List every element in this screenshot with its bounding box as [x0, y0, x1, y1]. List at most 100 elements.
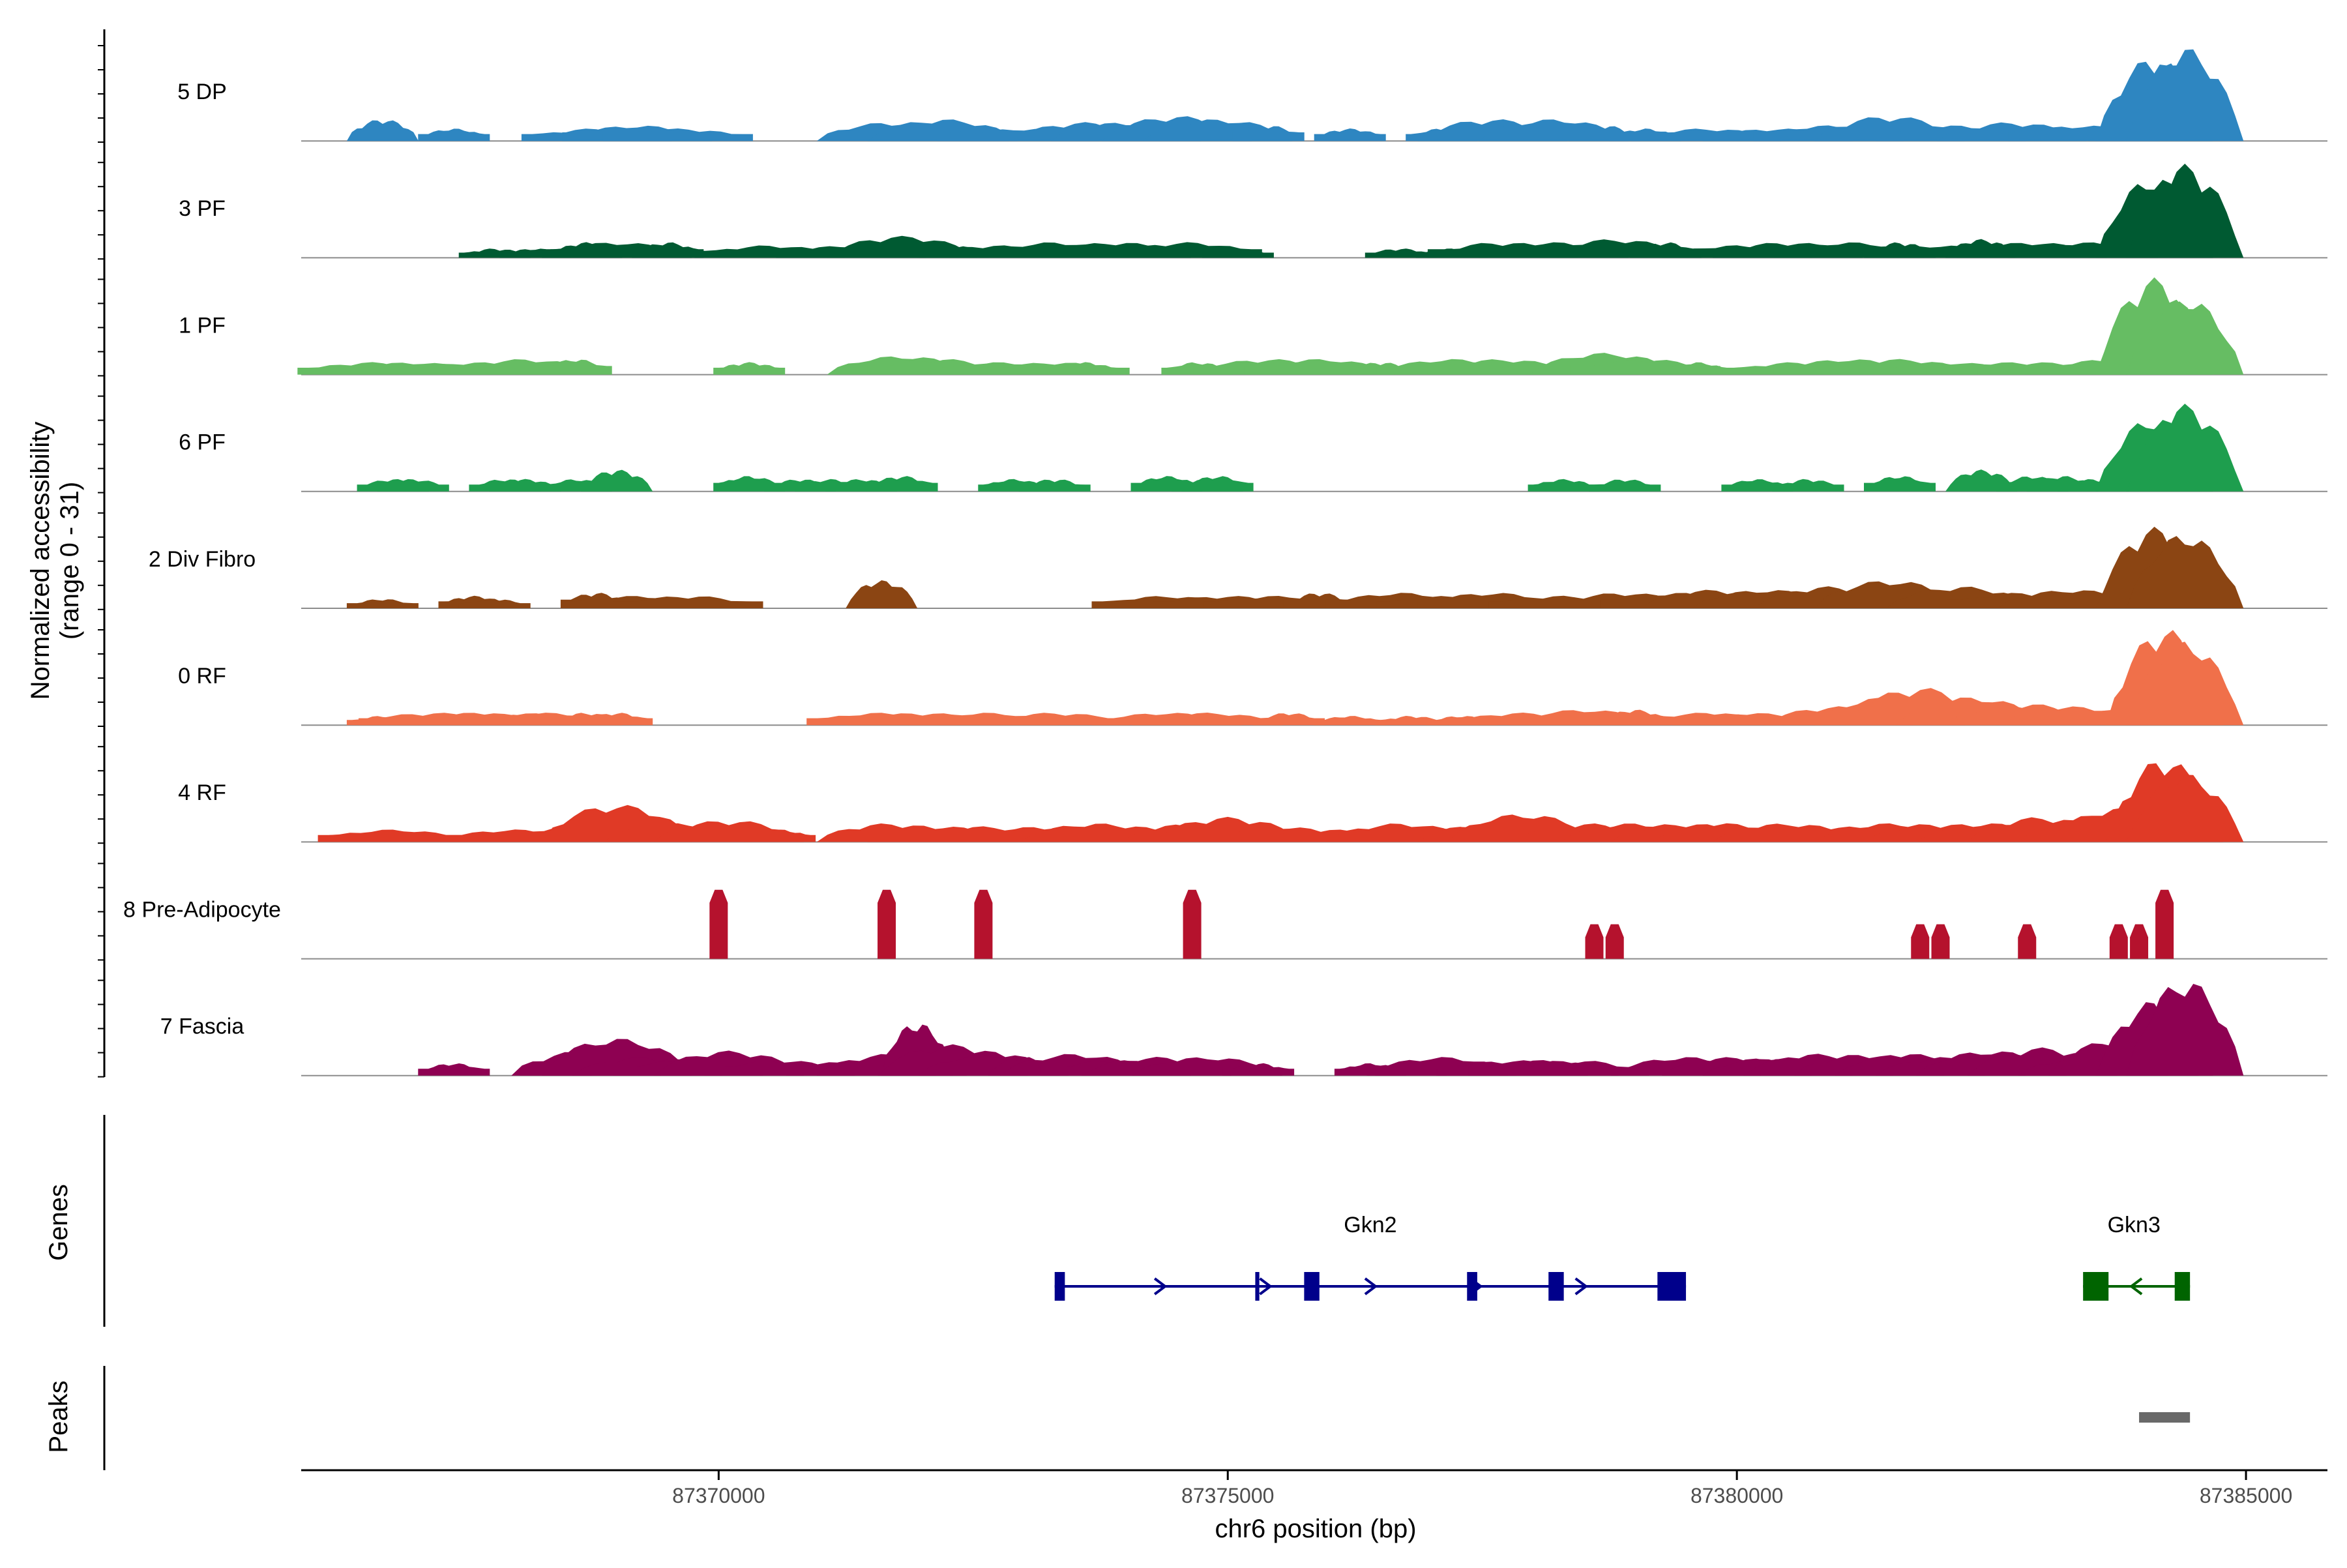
coverage-peak [346, 120, 419, 141]
y-axis-title-line1: Normalized accessibility [26, 422, 55, 700]
coverage-peak [2155, 889, 2174, 959]
track-label: 3 PF [179, 196, 226, 221]
strand-arrow [1574, 1277, 1589, 1295]
coverage-peak [1864, 476, 1936, 492]
coverage-peak [1660, 362, 1732, 375]
strand-arrow [1259, 1277, 1273, 1295]
coverage-peak [346, 599, 419, 608]
peak-track [103, 1366, 2191, 1470]
track-2-div-fibro: 2 Div Fibro [149, 526, 2327, 609]
coverage-peak [540, 359, 612, 375]
gene-exon [2174, 1272, 2191, 1301]
track-0-rf: 0 RF [178, 630, 2327, 726]
coverage-peak [744, 829, 816, 842]
coverage-peak [1049, 362, 1121, 375]
coverage-peak [1605, 924, 1624, 959]
coverage-peak [377, 479, 449, 492]
gene-label: Gkn2 [1344, 1213, 1396, 1237]
coverage-peak [1232, 126, 1305, 141]
y-axis-title-line2: (range 0 - 31) [55, 482, 84, 640]
coverage-peak [878, 889, 896, 959]
coverage-peak [2126, 49, 2244, 141]
track-label: 2 Div Fibro [149, 547, 256, 572]
coverage-peak [2018, 924, 2037, 959]
coverage-peak [2126, 984, 2244, 1076]
coverage-peak [1528, 479, 1600, 492]
coverage-peak [2130, 924, 2149, 959]
strand-arrow [1364, 1277, 1378, 1295]
coverage-peak [602, 128, 753, 141]
gene-track: Gkn2 Gkn3 [103, 1115, 2191, 1327]
coverage-peak [709, 889, 728, 959]
coverage-peak [1183, 889, 1202, 959]
gene-exon [1467, 1272, 1477, 1301]
peak-region [2139, 1412, 2191, 1423]
gene-exon [1548, 1272, 1564, 1301]
coverage-peak [1911, 924, 1930, 959]
gene-exon [1657, 1272, 1687, 1301]
track-label: 7 Fascia [160, 1014, 244, 1039]
coverage-peak [2109, 924, 2128, 959]
coverage-peak [1181, 476, 1254, 492]
coverage-peak [974, 889, 993, 959]
track-label: 1 PF [179, 313, 226, 338]
coverage-peak [1132, 713, 1282, 726]
x-axis: 87370000 87375000 87380000 87385000 [301, 1469, 2327, 1507]
track-8-pre-adipocyte: 8 Pre-Adipocyte [123, 889, 2327, 960]
coverage-peak [1314, 128, 1386, 141]
coverage-peak [2126, 536, 2244, 608]
track-5-dp: 5 DP [177, 49, 2327, 142]
coverage-peak [866, 476, 938, 492]
coverage-peak [1222, 1063, 1295, 1076]
track-4-rf: 4 RF [178, 763, 2327, 843]
coverage-peak [613, 596, 763, 608]
coverage-peak [2126, 164, 2244, 258]
coverage-peak [1589, 479, 1661, 492]
track-label: 8 Pre-Adipocyte [123, 897, 281, 922]
gene-exon [1054, 1272, 1065, 1301]
gene-exon [1304, 1272, 1320, 1301]
x-axis-title: chr6 position (bp) [1215, 1515, 1416, 1543]
coverage-peak [1585, 924, 1604, 959]
coverage-peak [2126, 642, 2244, 726]
x-tick-label: 87375000 [1181, 1484, 1274, 1507]
track-label: 4 RF [178, 780, 226, 805]
coverage-peak [458, 599, 531, 608]
track-6-pf: 6 PF [179, 404, 2327, 492]
gene-label: Gkn3 [2108, 1213, 2161, 1237]
coverage-tracks: 5 DP 3 PF 1 PF 6 PF 2 Div Fibro 0 RF 4 RF 8 Pre… [123, 49, 2327, 1076]
coverage-peak [632, 242, 704, 258]
peaks-track-label: Peaks [44, 1380, 73, 1453]
coverage-peak [1314, 716, 1386, 726]
track-3-pf: 3 PF [179, 164, 2327, 259]
coverage-peak [2126, 404, 2244, 492]
track-7-fascia: 7 Fascia [160, 984, 2327, 1076]
coverage-peak [2126, 299, 2244, 375]
gene-exon [1255, 1272, 1260, 1301]
coverage-peak [317, 829, 468, 842]
coverage-peak [846, 580, 918, 608]
coverage-peak [1253, 713, 1325, 726]
coverage-peak [713, 362, 786, 375]
track-label: 6 PF [179, 430, 226, 455]
coverage-peak [418, 128, 490, 141]
coverage-peak [1772, 479, 1844, 492]
gene-exon [2083, 1272, 2109, 1301]
coverage-peak [1202, 248, 1274, 258]
genes-track-label: Genes [44, 1184, 73, 1261]
x-tick-label: 87385000 [2200, 1484, 2292, 1507]
coverage-peak [1499, 1061, 1649, 1076]
strand-arrow [1153, 1277, 1168, 1295]
coverage-peak [2126, 775, 2244, 842]
coverage-peak [418, 1063, 490, 1076]
gene-gkn3: Gkn3 [2083, 1213, 2191, 1301]
x-tick-label: 87370000 [672, 1484, 765, 1507]
strand-arrow [2129, 1277, 2143, 1295]
track-1-pf: 1 PF [179, 277, 2327, 376]
track-label: 0 RF [178, 664, 226, 688]
track-label: 5 DP [177, 80, 227, 104]
coverage-peak [581, 713, 653, 726]
x-tick-label: 87380000 [1690, 1484, 1783, 1507]
